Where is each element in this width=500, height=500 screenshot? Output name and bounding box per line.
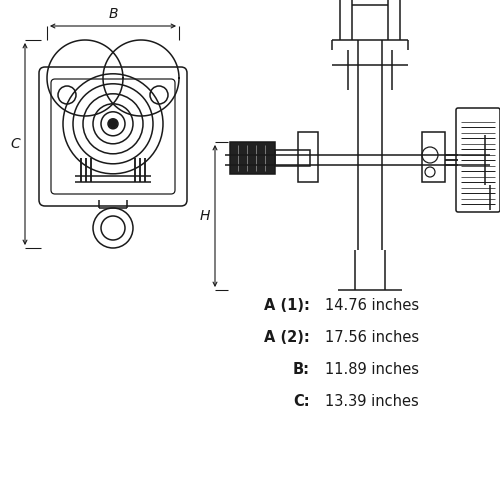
Bar — [230, 142, 275, 174]
Text: A (2):: A (2): — [264, 330, 310, 344]
Bar — [422, 132, 445, 182]
Bar — [275, 150, 310, 166]
Text: C:: C: — [294, 394, 310, 408]
Text: H: H — [200, 209, 210, 223]
Text: 11.89 inches: 11.89 inches — [325, 362, 419, 376]
Text: B:: B: — [293, 362, 310, 376]
Bar — [298, 132, 318, 182]
Text: C: C — [10, 137, 20, 151]
Text: 13.39 inches: 13.39 inches — [325, 394, 419, 408]
Text: 17.56 inches: 17.56 inches — [325, 330, 419, 344]
Text: A (1):: A (1): — [264, 298, 310, 312]
Circle shape — [109, 120, 117, 128]
Text: 14.76 inches: 14.76 inches — [325, 298, 419, 312]
Text: B: B — [108, 7, 118, 21]
